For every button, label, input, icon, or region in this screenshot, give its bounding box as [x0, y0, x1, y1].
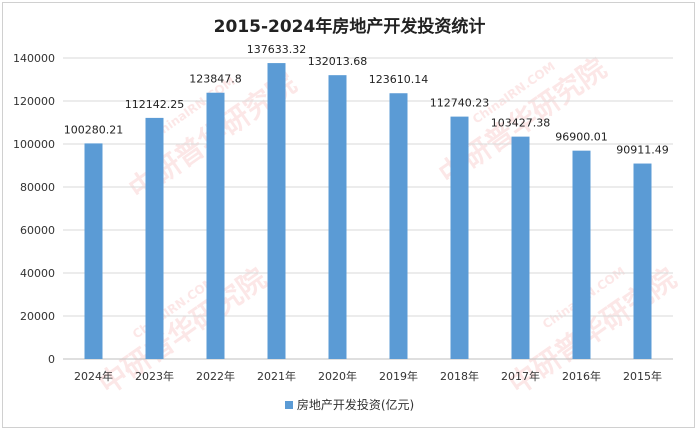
data-label: 123847.8 [189, 73, 242, 86]
y-tick-label: 60000 [20, 224, 55, 237]
data-label: 100280.21 [64, 123, 124, 136]
bar [633, 163, 652, 359]
legend-label: 房地产开发投资(亿元) [296, 398, 415, 412]
bar [206, 92, 225, 359]
x-tick-label: 2015年 [623, 369, 662, 383]
y-tick-label: 140000 [13, 52, 55, 65]
y-tick-label: 40000 [20, 267, 55, 280]
data-label: 137633.32 [247, 43, 307, 56]
y-tick-label: 80000 [20, 181, 55, 194]
bar [84, 143, 103, 359]
data-label: 96900.01 [555, 131, 608, 144]
bar [145, 117, 164, 359]
legend-swatch [284, 400, 293, 409]
x-tick-label: 2023年 [135, 369, 174, 383]
legend: 房地产开发投资(亿元) [0, 396, 699, 413]
data-label: 123610.14 [369, 73, 429, 86]
y-tick-label: 100000 [13, 138, 55, 151]
y-tick-label: 120000 [13, 95, 55, 108]
bar [572, 150, 591, 359]
data-label: 103427.38 [491, 117, 551, 130]
bar [389, 93, 408, 360]
x-tick-label: 2016年 [562, 369, 601, 383]
y-tick-label: 0 [48, 353, 55, 366]
y-tick-label: 20000 [20, 310, 55, 323]
bar [267, 63, 286, 359]
x-tick-label: 2019年 [379, 369, 418, 383]
bar [511, 136, 530, 359]
data-label: 112142.25 [125, 98, 185, 111]
bar [450, 116, 469, 359]
bar [328, 75, 347, 359]
x-tick-label: 2024年 [74, 369, 113, 383]
x-tick-label: 2017年 [501, 369, 540, 383]
chart-title: 2015-2024年房地产开发投资统计 [213, 17, 486, 37]
x-tick-label: 2018年 [440, 369, 479, 383]
data-label: 90911.49 [616, 144, 669, 157]
x-tick-label: 2020年 [318, 369, 357, 383]
x-tick-label: 2022年 [196, 369, 235, 383]
data-label: 112740.23 [430, 97, 490, 110]
x-tick-label: 2021年 [257, 369, 296, 383]
data-label: 132013.68 [308, 55, 368, 68]
